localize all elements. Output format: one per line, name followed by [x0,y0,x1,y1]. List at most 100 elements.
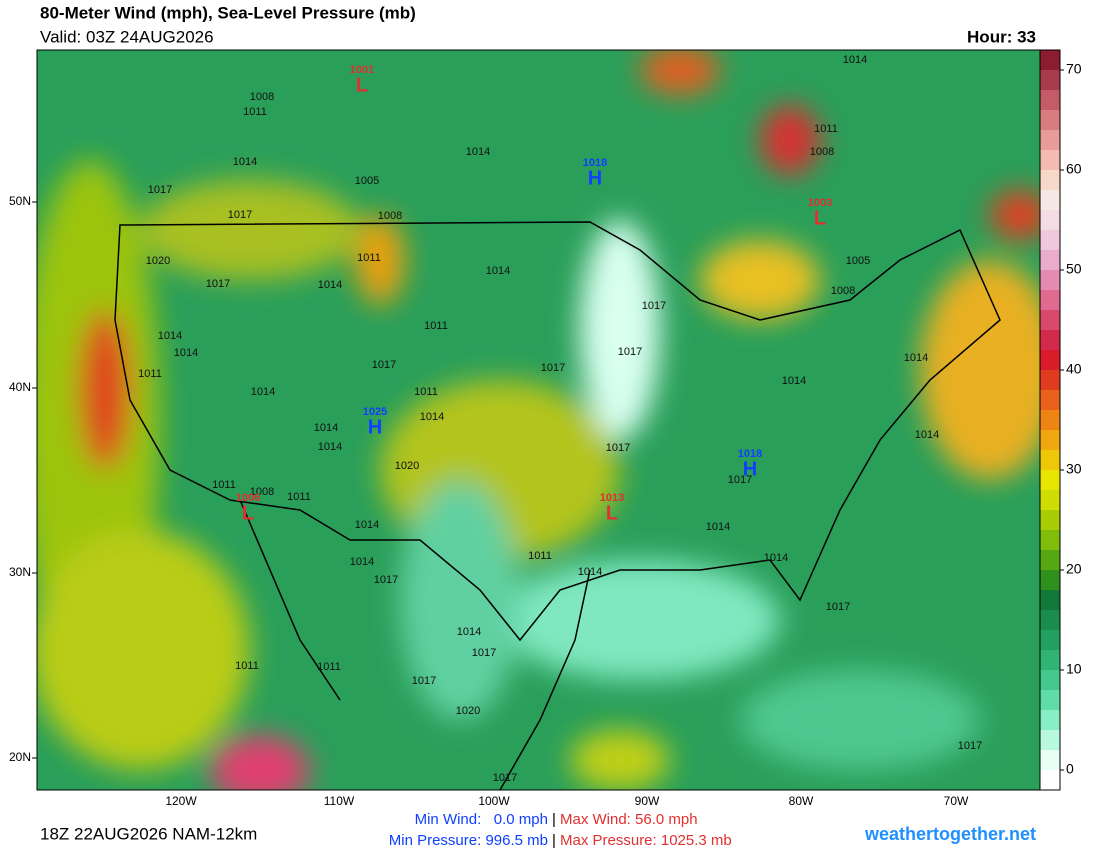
colorbar-segment [1040,130,1060,150]
isobar-label: 1017 [606,442,630,454]
isobar-label: 1014 [706,521,730,533]
longitude-label: 70W [944,794,969,808]
isobar-label: 1008 [378,210,402,222]
colorbar-label: 30 [1066,461,1082,477]
model-run: 18Z 22AUG2026 NAM-12km [40,824,257,843]
colorbar-segment [1040,250,1060,270]
isobar-label: 1017 [728,474,752,486]
isobar-label: 1014 [233,156,257,168]
isobar-label: 1011 [414,386,438,398]
pressure-center-value: 1003 [808,197,832,209]
isobar-label: 1017 [148,184,172,196]
colorbar-segment [1040,750,1060,770]
colorbar-segment [1040,730,1060,750]
colorbar-segment [1040,270,1060,290]
isobar-label: 1017 [826,601,850,613]
isobar-label: 1011 [317,661,341,673]
isobar-label: 1014 [355,519,379,531]
country-outline [114,221,1001,642]
pressure-center-letter: H [743,458,757,480]
isobar-label: 1017 [472,647,496,659]
colorbar-segment [1040,150,1060,170]
colorbar-segment [1040,290,1060,310]
colorbar-segment [1040,330,1060,350]
isobar-label: 1014 [915,429,939,441]
pressure-center-value: 1025 [363,406,387,418]
isobar-label: 1008 [250,91,274,103]
isobar-label: 1008 [250,486,274,498]
isobar-label: 1011 [243,106,267,118]
colorbar-label: 10 [1066,661,1082,677]
colorbar-segment [1040,570,1060,590]
pressure-center-value: 1018 [583,157,607,169]
isobar-label: 1014 [350,556,374,568]
coastline [499,569,591,790]
isobar-label: 1014 [158,330,182,342]
colorbar-frame [1039,49,1061,791]
colorbar-segment [1040,690,1060,710]
longitude-label: 90W [635,794,660,808]
colorbar-segment [1040,370,1060,390]
isobar-label: 1017 [412,675,436,687]
colorbar-segment [1040,350,1060,370]
colorbar-segment [1040,610,1060,630]
pressure-center-letter: L [814,207,826,229]
colorbar-segment [1040,710,1060,730]
longitude-label: 110W [324,794,355,808]
colorbar-label: 20 [1066,561,1082,577]
isobar-label: 1017 [958,740,982,752]
min-pressure: Min Pressure: 996.5 mb [389,832,548,849]
isobar-label: 1014 [251,386,275,398]
latitude-label: 40N [9,380,31,394]
max-pressure: Max Pressure: 1025.3 mb [560,832,732,849]
colorbar-segment [1040,590,1060,610]
colorbar-segment [1040,70,1060,90]
isobar-label: 1017 [541,362,565,374]
pressure-center-value: 1001 [350,64,374,76]
colorbar-segment [1040,210,1060,230]
pressure-center-letter: L [242,502,254,524]
pressure-center-letter: H [368,416,382,438]
pressure-center-value: 1006 [236,492,260,504]
coastline [239,499,341,701]
isobar-label: 1014 [466,146,490,158]
isobar-label: 1017 [206,278,230,290]
isobar-label: 1011 [138,368,162,380]
isobar-label: 1017 [228,209,252,221]
isobar-label: 1005 [846,255,870,267]
colorbar-segment [1040,110,1060,130]
isobar-label: 1014 [486,265,510,277]
colorbar-label: 50 [1066,261,1082,277]
colorbar-label: 40 [1066,361,1082,377]
colorbar-segment [1040,770,1060,790]
max-wind: Max Wind: 56.0 mph [560,811,698,828]
latitude-label: 20N [9,750,31,764]
isobar-label: 1020 [395,460,419,472]
colorbar-segment [1040,230,1060,250]
colorbar: 70 60 50 40 30 20 10 0 [1039,49,1082,791]
colorbar-segment [1040,170,1060,190]
isobar-label: 1017 [374,574,398,586]
separator: | [552,811,556,828]
colorbar-segment [1040,430,1060,450]
map-title: 80-Meter Wind (mph), Sea-Level Pressure … [40,3,416,22]
colorbar-segment [1040,190,1060,210]
colorbar-segment [1040,90,1060,110]
longitude-label: 100W [478,794,510,808]
forecast-hour: Hour: 33 [967,27,1036,46]
colorbar-label: 60 [1066,161,1082,177]
pressure-center-value: 1018 [738,448,762,460]
isobar-label: 1005 [355,175,379,187]
colorbar-segment [1040,630,1060,650]
isobar-label: 1011 [235,660,259,672]
pressure-center-letter: L [606,502,618,524]
isobar-label: 1011 [357,252,381,264]
pressure-center-letter: H [588,167,602,189]
isobar-label: 1014 [174,347,198,359]
colorbar-label: 70 [1066,61,1082,77]
colorbar-segment [1040,650,1060,670]
map-labels: 50N 40N 30N 20N 120W 110W 100W 90W 80W 70W 1008 101… [9,54,982,808]
colorbar-segment [1040,410,1060,430]
latitude-label: 50N [9,194,31,208]
isobar-label: 1014 [420,411,444,423]
